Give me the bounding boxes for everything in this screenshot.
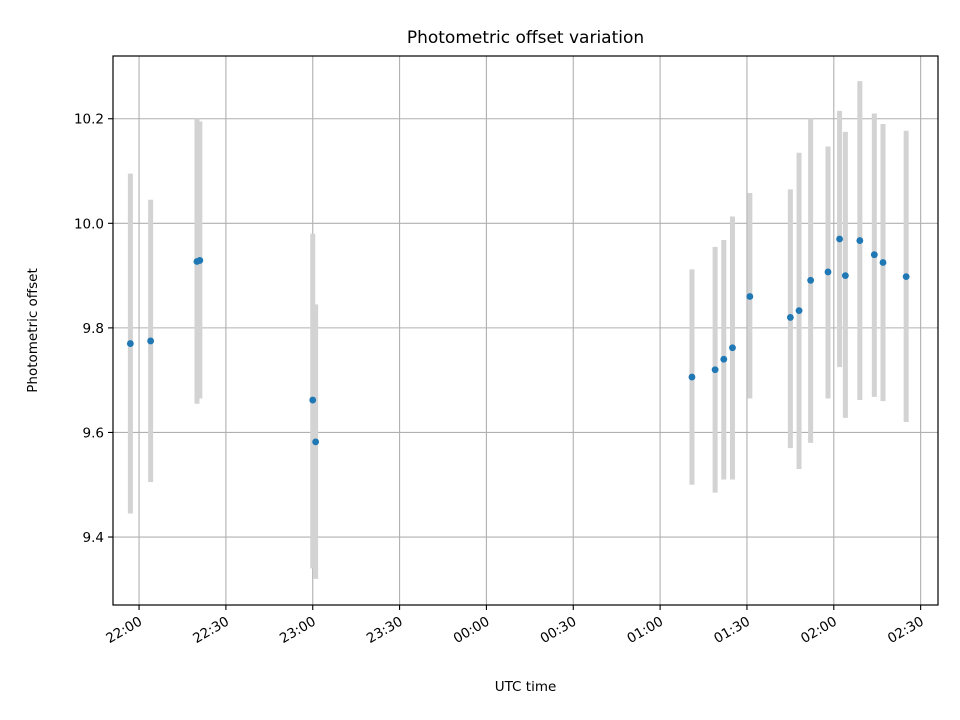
data-point <box>688 373 696 381</box>
data-point <box>147 337 155 345</box>
data-point <box>824 268 832 276</box>
data-point <box>746 293 754 300</box>
data-point <box>711 366 719 374</box>
y-tick-label: 9.8 <box>83 321 104 337</box>
data-point <box>786 314 794 321</box>
y-axis-label: Photometric offset <box>25 268 41 392</box>
data-point <box>841 272 849 279</box>
data-point <box>309 396 317 404</box>
y-tick-label: 9.6 <box>83 425 104 441</box>
data-point <box>720 355 728 363</box>
data-point <box>807 276 815 284</box>
y-tick-label: 10.0 <box>74 216 104 232</box>
data-point <box>729 344 736 352</box>
data-point <box>795 307 803 315</box>
data-point <box>879 259 887 266</box>
x-axis-label: UTC time <box>495 679 557 695</box>
y-tick-label: 10.2 <box>74 112 104 128</box>
data-point <box>856 237 864 244</box>
data-point <box>196 257 204 264</box>
chart-title: Photometric offset variation <box>407 28 644 48</box>
data-point <box>312 438 320 446</box>
y-tick-label: 9.4 <box>83 530 104 546</box>
data-point <box>836 235 843 243</box>
data-point <box>126 340 134 347</box>
data-points <box>126 235 910 446</box>
plot-frame <box>112 55 939 606</box>
data-point <box>902 273 910 281</box>
data-point <box>870 251 878 259</box>
